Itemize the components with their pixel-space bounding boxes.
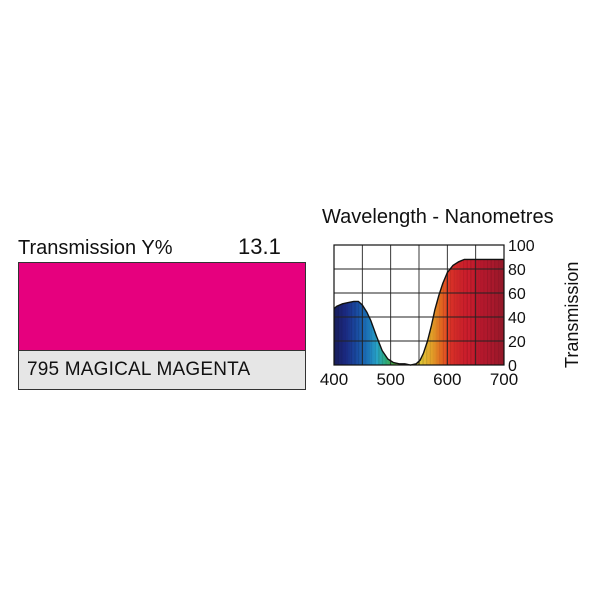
y-tick-label: 80 [508, 262, 526, 279]
filter-name-bar: 795 MAGICAL MAGENTA [18, 350, 306, 390]
plot-frame [333, 244, 505, 366]
transmission-curve [333, 258, 504, 366]
chart-title: Wavelength - Nanometres [322, 206, 554, 228]
color-swatch [18, 262, 306, 351]
y-axis-label: Transmission [562, 261, 582, 368]
x-tick-label: 500 [376, 370, 404, 389]
transmission-area [334, 259, 504, 365]
x-tick-label: 600 [433, 370, 461, 389]
y-tick-label: 0 [508, 358, 517, 375]
filter-name: 795 MAGICAL MAGENTA [27, 359, 251, 380]
transmission-value: 13.1 [238, 234, 281, 259]
x-tick-label: 400 [320, 370, 348, 389]
y-tick-label: 60 [508, 286, 526, 303]
y-tick-label: 40 [508, 310, 526, 327]
x-tick-label: 700 [490, 370, 518, 389]
y-tick-label: 20 [508, 334, 526, 351]
y-tick-label: 100 [508, 238, 535, 255]
transmission-label: Transmission Y% [18, 237, 173, 259]
